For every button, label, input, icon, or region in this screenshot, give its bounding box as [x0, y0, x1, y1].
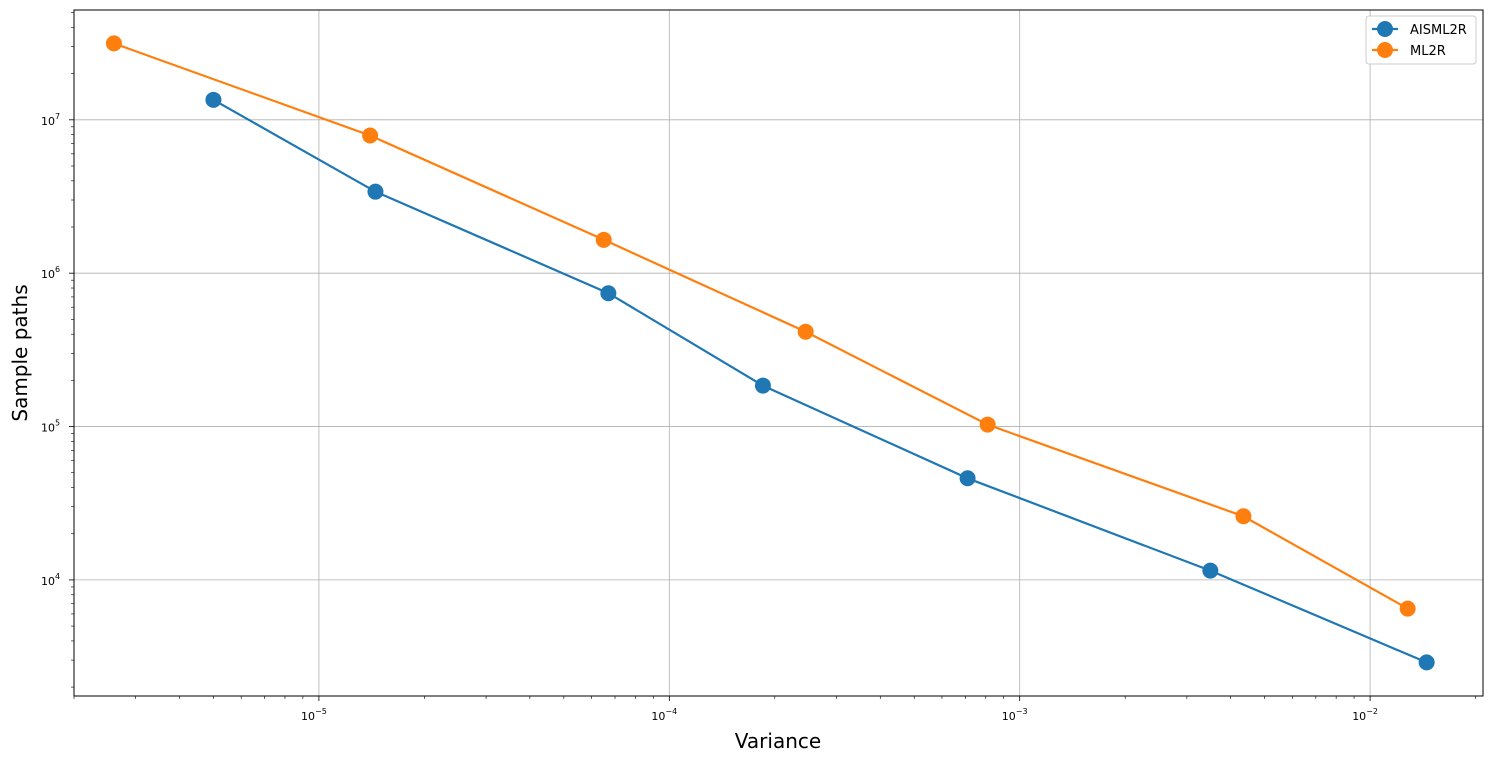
- data-point: [205, 91, 222, 108]
- legend-marker: [1377, 21, 1393, 37]
- x-tick-exponent: −2: [1366, 707, 1378, 716]
- data-point: [600, 285, 617, 302]
- data-point: [362, 127, 379, 144]
- x-tick-exponent: −4: [665, 707, 677, 716]
- legend-label: ML2R: [1410, 44, 1446, 59]
- data-point: [754, 377, 771, 394]
- y-tick-exponent: 4: [55, 572, 60, 581]
- data-point: [1202, 562, 1219, 579]
- y-tick-exponent: 5: [55, 419, 60, 428]
- y-tick-exponent: 7: [55, 112, 60, 121]
- data-point: [797, 323, 814, 340]
- y-tick-exponent: 6: [55, 265, 60, 274]
- data-point: [1399, 600, 1416, 617]
- legend-label: AISML2R: [1410, 23, 1467, 38]
- series-ml2r: [105, 35, 1416, 617]
- legend-marker: [1377, 42, 1393, 58]
- x-tick-exponent: −3: [1016, 707, 1028, 716]
- legend: AISML2R ML2R: [1365, 15, 1477, 65]
- series-aisml2r: [205, 91, 1435, 671]
- data-point: [1418, 654, 1435, 671]
- legend-item-aisml2r: AISML2R: [1372, 21, 1467, 38]
- data-point: [367, 183, 384, 200]
- data-point: [959, 470, 976, 487]
- legend-item-ml2r: ML2R: [1372, 42, 1446, 59]
- data-point: [595, 231, 612, 248]
- grid: [74, 10, 1483, 696]
- y-axis-label: Sample paths: [8, 284, 32, 421]
- data-point: [979, 416, 996, 433]
- plot-frame: [73, 9, 1484, 697]
- x-tick-exponent: −5: [315, 707, 327, 716]
- data-point: [105, 35, 122, 52]
- data-point: [1235, 508, 1252, 525]
- x-axis-label: Variance: [735, 729, 821, 753]
- series-layer: [105, 35, 1435, 671]
